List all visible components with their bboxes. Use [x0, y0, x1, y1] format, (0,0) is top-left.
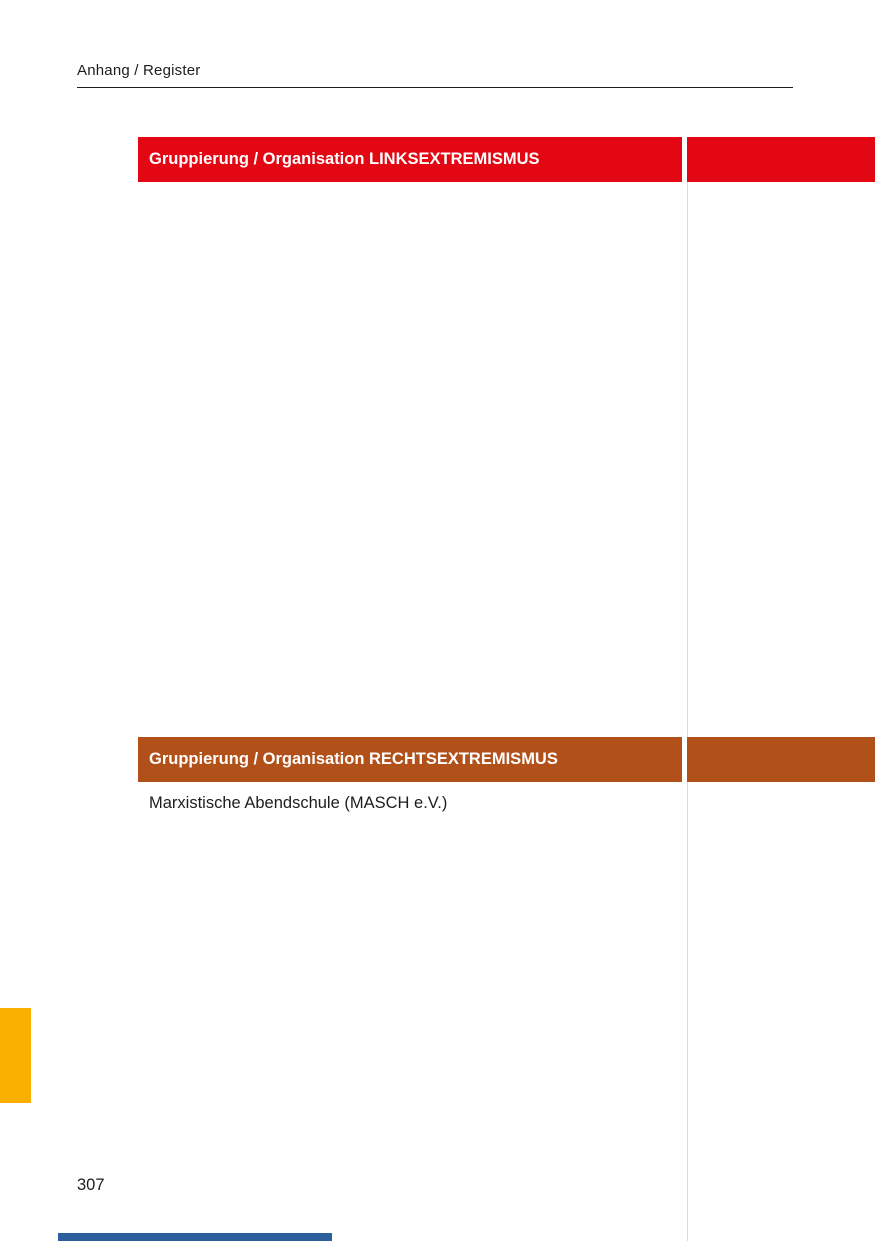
register-table-rechtsextremismus: Gruppierung / Organisation RECHTSEXTREMI… [138, 737, 875, 1241]
table-header-row: Gruppierung / Organisation RECHTSEXTREMI… [138, 737, 875, 782]
header-rule [77, 87, 793, 88]
table-body: Abtrimo169Artgemeinschaft - Germanische … [138, 782, 875, 1241]
table-header-title: Gruppierung / Organisation RECHTSEXTREMI… [138, 737, 682, 782]
footer-color-bar [58, 1233, 332, 1241]
page-number: 307 [77, 1176, 105, 1194]
org-name-cell: Marxistische Abendschule (MASCH e.V.) [138, 182, 682, 1241]
table-row: Abtrimo169 [138, 782, 875, 1241]
table-header-seite: Seite [687, 737, 875, 782]
page-number-cell: 169 [687, 782, 875, 1241]
running-header: Anhang / Register [77, 62, 201, 79]
table-header-seite: Seite [687, 137, 875, 182]
table-header-title: Gruppierung / Organisation LINKSEXTREMIS… [138, 137, 682, 182]
table-header-row: Gruppierung / Organisation LINKSEXTREMIS… [138, 137, 875, 182]
org-name-cell: Abtrimo [138, 782, 682, 1241]
chapter-tab-marker [0, 1008, 31, 1103]
